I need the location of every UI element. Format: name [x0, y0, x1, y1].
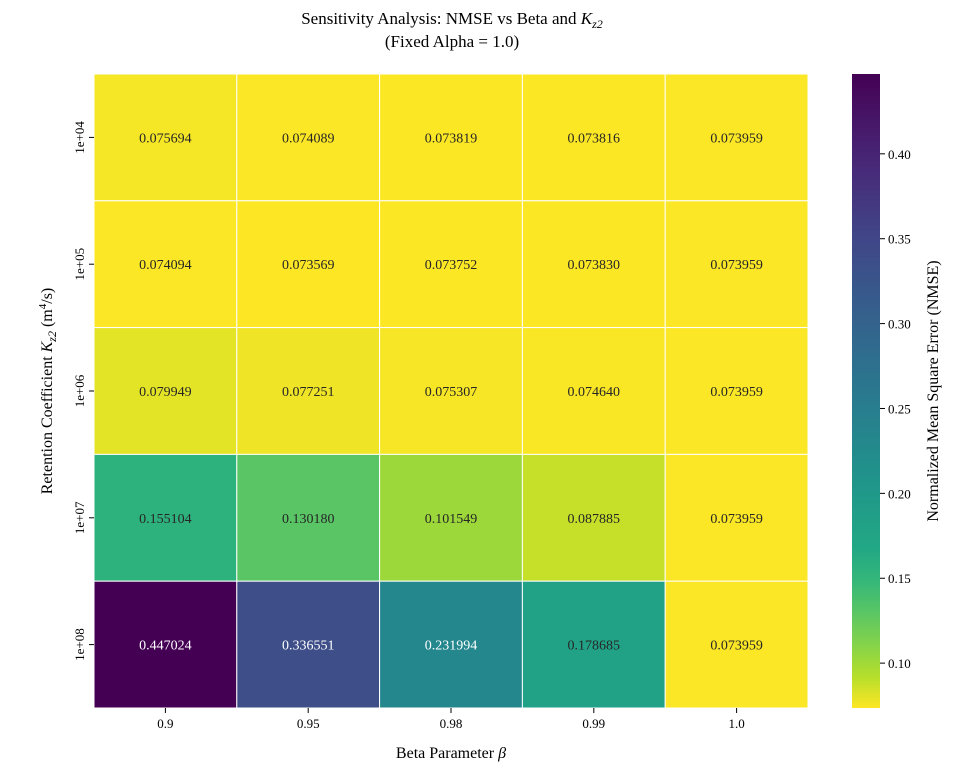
chart-title: Sensitivity Analysis: NMSE vs Beta and K…	[301, 9, 603, 31]
heatmap-cell	[93, 73, 238, 202]
colorbar-tick-label: 0.35	[888, 232, 911, 247]
heatmap-cell	[236, 580, 381, 709]
colorbar-ticks: 0.10 0.15 0.20 0.25 0.30 0.35 0.40	[880, 147, 911, 671]
x-tick-label: 1.0	[728, 716, 744, 731]
y-axis-ticks: 1e+04 1e+05 1e+06 1e+07 1e+08	[72, 121, 94, 661]
colorbar-tick-label: 0.15	[888, 571, 911, 586]
cell-value-label: 0.073959	[710, 512, 763, 527]
heatmap-cell	[379, 580, 523, 709]
cell-value-label: 0.075694	[139, 131, 192, 146]
heatmap-cell	[93, 580, 238, 709]
x-tick-label: 0.99	[582, 716, 605, 731]
heatmap-cells	[93, 73, 809, 709]
cell-value-label: 0.073959	[710, 258, 763, 273]
colorbar-tick-label: 0.40	[888, 147, 911, 162]
heatmap-cell	[379, 73, 523, 202]
heatmap-cell	[664, 73, 809, 202]
cell-value-label: 0.073959	[710, 639, 763, 654]
x-tick-label: 0.98	[440, 716, 463, 731]
y-axis-label: Retention Coefficient Kz2 (m4/s)	[37, 288, 59, 495]
heatmap-cell	[664, 453, 809, 582]
cell-value-label: 0.447024	[139, 639, 192, 654]
y-tick-label: 1e+07	[72, 501, 87, 534]
colorbar-tick-label: 0.20	[888, 486, 911, 501]
cell-value-label: 0.079949	[139, 385, 192, 400]
x-axis-ticks: 0.9 0.95 0.98 0.99 1.0	[157, 708, 745, 731]
y-tick-label: 1e+08	[72, 628, 87, 661]
cell-value-label: 0.073569	[282, 258, 335, 273]
heatmap-cell	[236, 73, 381, 202]
y-tick-label: 1e+04	[72, 121, 87, 154]
cell-value-label: 0.075307	[425, 385, 478, 400]
heatmap-cell	[379, 200, 523, 329]
cell-value-label: 0.130180	[282, 512, 335, 527]
cell-value-label: 0.073816	[568, 131, 621, 146]
cell-value-label: 0.074640	[568, 385, 621, 400]
cell-value-label: 0.231994	[425, 639, 478, 654]
cell-value-label: 0.178685	[568, 639, 621, 654]
y-tick-label: 1e+06	[72, 374, 87, 407]
heatmap-cell	[521, 327, 666, 455]
x-axis-label: Beta Parameter β	[396, 745, 506, 762]
heatmap-cell	[236, 327, 381, 455]
x-tick-label: 0.9	[157, 716, 173, 731]
x-tick-label: 0.95	[297, 716, 320, 731]
heatmap-cell	[664, 200, 809, 329]
cell-value-label: 0.087885	[568, 512, 621, 527]
heatmap-cell	[379, 453, 523, 582]
heatmap-cell	[664, 580, 809, 709]
y-tick-label: 1e+05	[72, 248, 87, 281]
cell-value-label: 0.336551	[282, 639, 335, 654]
colorbar-label: Normalized Mean Square Error (NMSE)	[925, 260, 942, 521]
chart-subtitle: (Fixed Alpha = 1.0)	[385, 32, 519, 51]
heatmap-cell-labels: 0.075694 0.074089 0.073819 0.073816 0.073959…	[139, 131, 763, 653]
heatmap-cell	[236, 453, 381, 582]
cell-value-label: 0.073819	[425, 131, 478, 146]
heatmap-cell	[93, 200, 238, 329]
heatmap-cell	[664, 327, 809, 455]
cell-value-label: 0.074094	[139, 258, 192, 273]
heatmap-cell	[379, 327, 523, 455]
heatmap-cell	[521, 73, 666, 202]
cell-value-label: 0.155104	[139, 512, 192, 527]
heatmap-cell	[521, 453, 666, 582]
colorbar-tick-label: 0.25	[888, 401, 911, 416]
colorbar-tick-label: 0.10	[888, 656, 911, 671]
cell-value-label: 0.073959	[710, 385, 763, 400]
cell-value-label: 0.073830	[568, 258, 621, 273]
cell-value-label: 0.073959	[710, 131, 763, 146]
colorbar-tick-label: 0.30	[888, 317, 911, 332]
cell-value-label: 0.101549	[425, 512, 478, 527]
cell-value-label: 0.077251	[282, 385, 335, 400]
colorbar	[852, 74, 880, 708]
cell-value-label: 0.073752	[425, 258, 478, 273]
cell-value-label: 0.074089	[282, 131, 335, 146]
